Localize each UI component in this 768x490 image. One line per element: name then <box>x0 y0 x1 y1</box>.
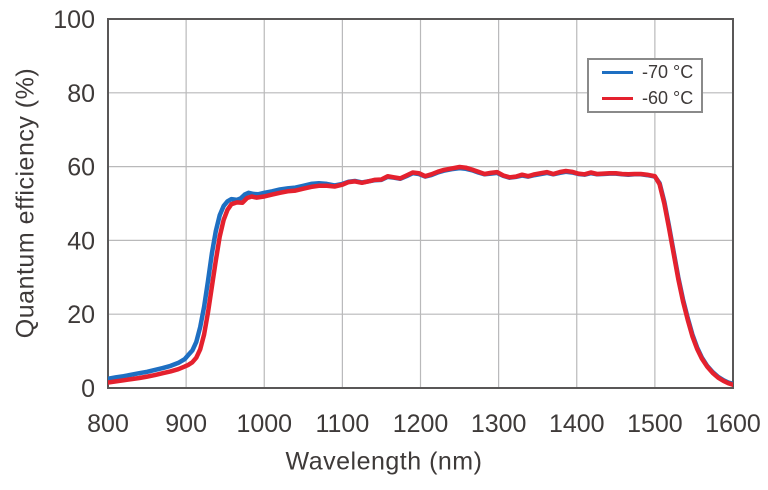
y-axis-title: Quantum efficiency (%) <box>11 67 40 339</box>
y-tick-label: 100 <box>53 6 95 34</box>
legend-label: -70 °C <box>642 62 694 82</box>
y-tick-label: 60 <box>67 154 95 182</box>
x-tick-label: 1100 <box>315 410 369 438</box>
y-tick-label: 20 <box>67 301 95 329</box>
x-tick-label: 1400 <box>549 410 605 438</box>
y-tick-label: 80 <box>67 80 95 108</box>
x-tick-label: 900 <box>165 410 207 438</box>
x-tick-label: 1200 <box>393 410 449 438</box>
y-tick-label: 0 <box>81 375 95 403</box>
x-axis-title: Wavelength (nm) <box>285 447 483 476</box>
legend-item-minus60c: -60 °C <box>602 88 701 109</box>
x-tick-label: 1500 <box>627 410 683 438</box>
x-tick-label: 1000 <box>236 410 292 438</box>
legend-label: -60 °C <box>642 88 694 108</box>
legend-line-swatch-blue <box>602 71 633 74</box>
y-tick-label: 40 <box>67 227 95 255</box>
x-tick-label: 800 <box>87 410 129 438</box>
x-tick-label: 1600 <box>705 410 761 438</box>
axis-frame <box>107 18 734 389</box>
series-curve-minus60c <box>108 164 733 387</box>
x-tick-label: 1300 <box>471 410 527 438</box>
legend-line-swatch-red <box>602 97 633 100</box>
legend: -70 °C -60 °C <box>587 58 703 113</box>
legend-item-minus70c: -70 °C <box>602 62 701 83</box>
